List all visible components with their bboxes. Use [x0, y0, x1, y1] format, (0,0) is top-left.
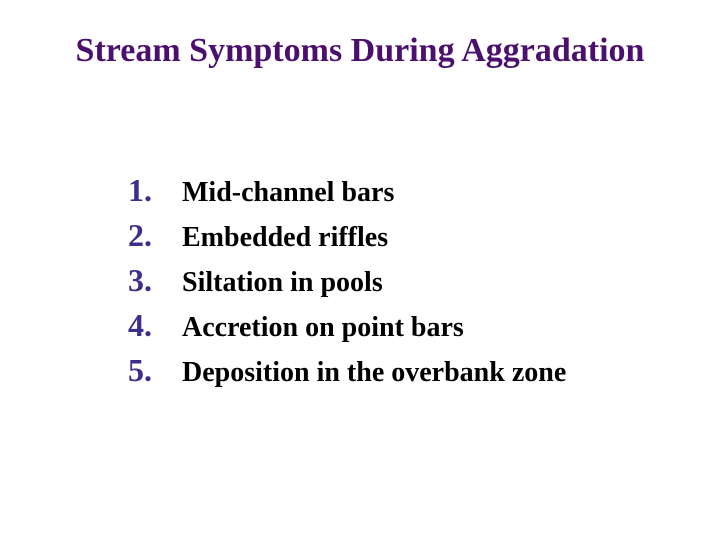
list-item: 3. Siltation in pools — [128, 262, 720, 299]
list-number: 1. — [128, 172, 178, 209]
list-item: 4. Accretion on point bars — [128, 307, 720, 344]
slide-title: Stream Symptoms During Aggradation — [0, 32, 720, 70]
list-text: Siltation in pools — [178, 267, 383, 299]
symptoms-list: 1. Mid-channel bars 2. Embedded riffles … — [0, 172, 720, 389]
list-number: 4. — [128, 307, 178, 344]
list-item: 1. Mid-channel bars — [128, 172, 720, 209]
list-number: 3. — [128, 262, 178, 299]
list-text: Accretion on point bars — [178, 312, 464, 344]
list-item: 5. Deposition in the overbank zone — [128, 352, 720, 389]
list-text: Deposition in the overbank zone — [178, 357, 566, 389]
list-text: Embedded riffles — [178, 222, 388, 254]
list-number: 5. — [128, 352, 178, 389]
list-number: 2. — [128, 217, 178, 254]
list-text: Mid-channel bars — [178, 177, 394, 209]
list-item: 2. Embedded riffles — [128, 217, 720, 254]
slide-container: Stream Symptoms During Aggradation 1. Mi… — [0, 0, 720, 540]
